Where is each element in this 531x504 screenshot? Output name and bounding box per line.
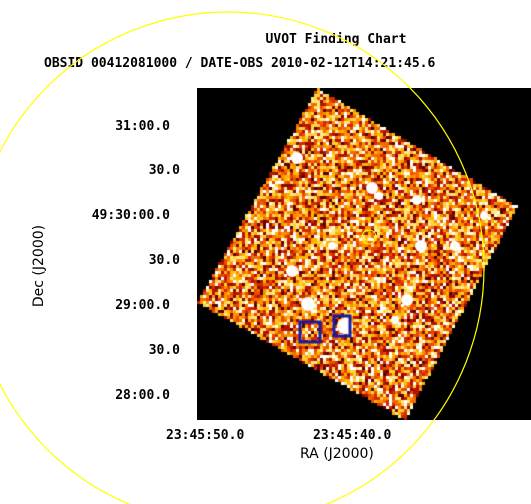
chart-subtitle: OBSID 00412081000 / DATE-OBS 2010-02-12T… xyxy=(44,56,436,71)
uvot-image xyxy=(197,88,531,420)
dec-tick-1: 30.0 xyxy=(148,163,180,178)
dec-tick-2: 49:30:00.0 xyxy=(91,208,170,223)
chart-title: UVOT Finding Chart xyxy=(265,32,407,47)
source-marker-circle xyxy=(361,229,377,245)
image-frame xyxy=(197,88,531,420)
ra-tick-0: 23:45:50.0 xyxy=(166,428,245,443)
dec-tick-3: 30.0 xyxy=(148,253,180,268)
dec-tick-0: 31:00.0 xyxy=(115,119,170,134)
ra-tick-1: 23:45:40.0 xyxy=(313,428,392,443)
dec-tick-4: 29:00.0 xyxy=(115,298,170,313)
field-of-view-circle xyxy=(0,11,485,504)
x-axis-label: RA (J2000) xyxy=(300,446,374,462)
dec-tick-6: 28:00.0 xyxy=(115,388,170,403)
dec-tick-5: 30.0 xyxy=(148,343,180,358)
